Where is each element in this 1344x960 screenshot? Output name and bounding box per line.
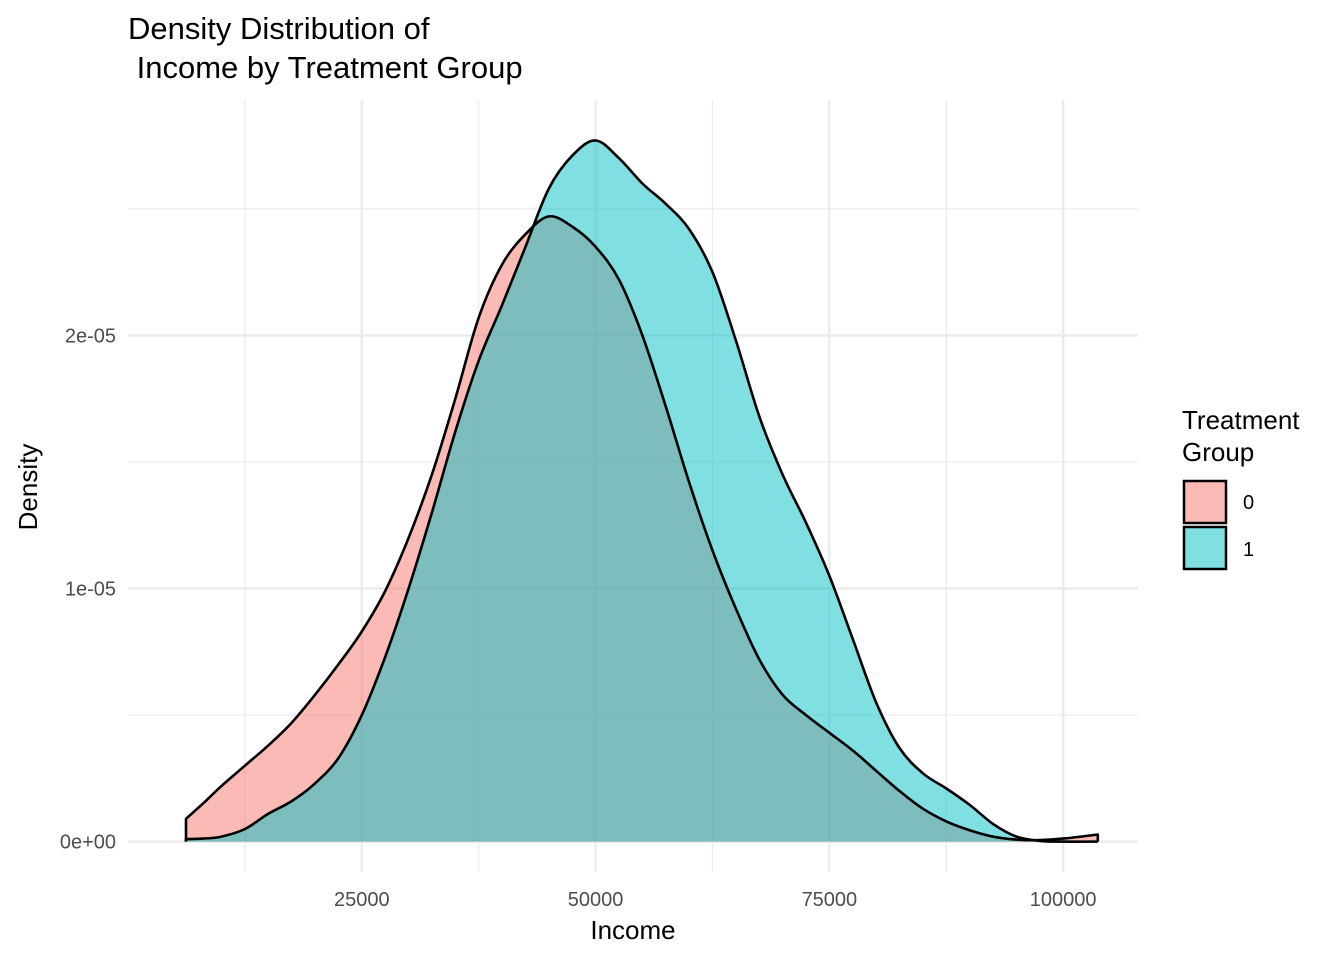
- x-tick-label: 50000: [568, 889, 624, 911]
- legend-key-1: [1182, 525, 1228, 571]
- legend-title-line-2: Group: [1182, 437, 1254, 467]
- density-area-group-1: [186, 140, 1098, 842]
- x-tick-labels: 25000 50000 75000 100000: [334, 889, 1097, 911]
- density-lines: [184, 139, 1100, 843]
- y-tick-label: 1e-05: [65, 579, 116, 601]
- legend: Treatment Group 0 1: [1182, 405, 1300, 571]
- y-tick-labels: 0e+00 1e-05 2e-05: [60, 325, 116, 853]
- density-line-group-0: [184, 214, 1100, 842]
- legend-key-0: [1182, 479, 1228, 525]
- x-tick-label: 100000: [1030, 889, 1097, 911]
- x-axis-title: Income: [590, 915, 675, 945]
- y-axis-title: Density: [13, 444, 43, 531]
- legend-label-1: 1: [1243, 539, 1254, 561]
- x-tick-label: 75000: [802, 889, 858, 911]
- density-line-group-1: [184, 139, 1098, 843]
- x-tick-label: 25000: [334, 889, 390, 911]
- legend-label-0: 0: [1243, 492, 1254, 514]
- legend-title-line-1: Treatment: [1182, 405, 1300, 435]
- chart-title-line-1: Density Distribution of: [128, 11, 430, 46]
- y-tick-label: 0e+00: [60, 832, 116, 854]
- chart-title-line-2: Income by Treatment Group: [128, 50, 523, 85]
- density-areas: [186, 140, 1098, 842]
- y-tick-label: 2e-05: [65, 325, 116, 347]
